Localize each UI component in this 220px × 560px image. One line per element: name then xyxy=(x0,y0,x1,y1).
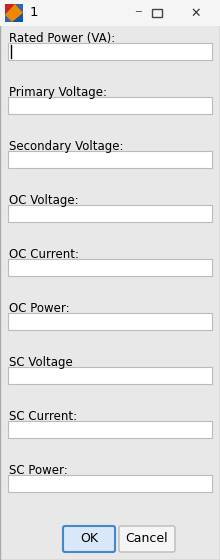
Text: Rated Power (VA):: Rated Power (VA): xyxy=(9,32,115,45)
Polygon shape xyxy=(5,4,15,15)
Text: Secondary Voltage:: Secondary Voltage: xyxy=(9,140,123,153)
Bar xyxy=(5,4,23,22)
Bar xyxy=(8,367,212,384)
Text: OC Voltage:: OC Voltage: xyxy=(9,194,79,207)
Bar xyxy=(8,205,212,222)
FancyBboxPatch shape xyxy=(119,526,175,552)
Text: SC Current:: SC Current: xyxy=(9,410,77,423)
Text: OC Power:: OC Power: xyxy=(9,302,70,315)
Bar xyxy=(8,97,212,114)
Text: 1: 1 xyxy=(30,7,38,20)
Bar xyxy=(8,43,212,60)
Text: OK: OK xyxy=(80,533,98,545)
Text: Primary Voltage:: Primary Voltage: xyxy=(9,86,107,99)
Text: Cancel: Cancel xyxy=(126,533,168,545)
FancyBboxPatch shape xyxy=(0,0,220,26)
Polygon shape xyxy=(5,4,23,22)
Bar xyxy=(8,151,212,168)
Text: ─: ─ xyxy=(135,7,141,17)
Text: ✕: ✕ xyxy=(191,7,201,20)
Bar xyxy=(8,313,212,330)
Text: OC Current:: OC Current: xyxy=(9,248,79,261)
Polygon shape xyxy=(12,13,23,22)
Bar xyxy=(8,421,212,438)
Bar xyxy=(152,9,162,17)
Bar xyxy=(8,259,212,276)
FancyBboxPatch shape xyxy=(63,526,115,552)
Bar xyxy=(8,475,212,492)
Text: SC Voltage: SC Voltage xyxy=(9,356,73,369)
Text: SC Power:: SC Power: xyxy=(9,464,68,477)
